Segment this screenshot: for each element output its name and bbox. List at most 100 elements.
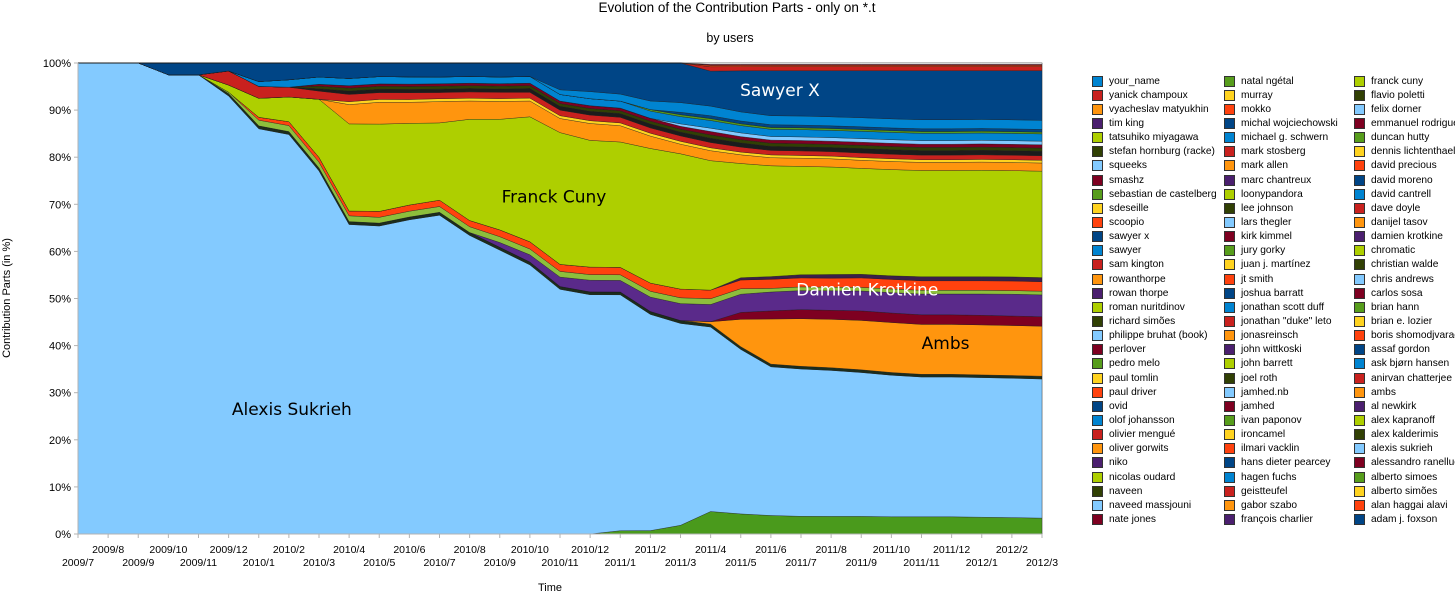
chart-subtitle: by users — [706, 31, 753, 45]
legend-item: squeeks — [1092, 159, 1217, 173]
stacked-area-chart: Evolution of the Contribution Parts - on… — [1, 0, 1058, 592]
legend-item: alexis sukrieh — [1354, 442, 1455, 456]
legend-item: tim king — [1092, 116, 1217, 130]
legend-label: philippe bruhat (book) — [1109, 330, 1208, 342]
legend-swatch — [1092, 202, 1103, 214]
legend-label: ask bjørn hansen — [1371, 358, 1450, 370]
legend-item: gabor szabo — [1224, 498, 1338, 512]
legend-item: murray — [1224, 88, 1338, 102]
legend-item: duncan hutty — [1354, 131, 1455, 145]
annotation-ambs: Ambs — [922, 334, 970, 354]
legend-label: tatsuhiko miyagawa — [1109, 132, 1199, 144]
legend-item: jonathan scott duff — [1224, 300, 1338, 314]
legend-label: niko — [1109, 457, 1128, 469]
legend-swatch — [1092, 400, 1103, 412]
legend-swatch — [1354, 287, 1365, 299]
legend-item: oliver gorwits — [1092, 442, 1217, 456]
legend-item: hans dieter pearcey — [1224, 456, 1338, 470]
x-tick-label: 2010/9 — [484, 557, 516, 569]
legend-swatch — [1224, 245, 1235, 257]
legend-label: ovid — [1109, 400, 1128, 412]
legend-label: jury gorky — [1241, 245, 1286, 257]
legend-item: sebastian de castelberg — [1092, 187, 1217, 201]
legend-label: mark stosberg — [1241, 146, 1306, 158]
legend-label: franck cuny — [1371, 75, 1424, 87]
legend-swatch — [1224, 188, 1235, 200]
legend-swatch — [1224, 117, 1235, 129]
legend-item: alex kalderimis — [1354, 428, 1455, 442]
legend-label: jamhed — [1241, 400, 1275, 412]
legend-swatch — [1092, 117, 1103, 129]
legend-item: adam j. foxson — [1354, 512, 1455, 526]
legend-label: sawyer x — [1109, 231, 1150, 243]
legend-item: david precious — [1354, 159, 1455, 173]
legend-swatch — [1224, 457, 1235, 469]
legend-label: kirk kimmel — [1241, 231, 1292, 243]
legend-item: christian walde — [1354, 258, 1455, 272]
legend-label: yanick champoux — [1109, 89, 1188, 101]
legend-item: michal wojciechowski — [1224, 116, 1338, 130]
legend-item: damien krotkine — [1354, 230, 1455, 244]
legend-item: jt smith — [1224, 272, 1338, 286]
legend-swatch — [1224, 160, 1235, 172]
x-tick-label: 2011/6 — [755, 544, 786, 556]
legend-swatch — [1354, 485, 1365, 497]
legend-label: brian hann — [1371, 301, 1420, 313]
legend-item: alberto simoes — [1354, 470, 1455, 484]
legend-item: sawyer — [1092, 244, 1217, 258]
x-tick-label: 2010/2 — [273, 544, 305, 556]
legend-swatch — [1092, 344, 1103, 356]
legend-column: your_name yanick champoux vyacheslav matyu… — [1092, 74, 1217, 527]
x-tick-label: 2011/3 — [665, 557, 696, 569]
legend-label: ilmari vacklin — [1241, 443, 1300, 455]
legend-label: dave doyle — [1371, 202, 1421, 214]
legend-swatch — [1092, 245, 1103, 257]
y-tick-label: 30% — [49, 388, 71, 400]
legend-item: françois charlier — [1224, 512, 1338, 526]
legend-swatch — [1224, 499, 1235, 511]
legend-swatch — [1354, 146, 1365, 158]
legend-label: olof johansson — [1109, 414, 1175, 426]
legend-swatch — [1354, 330, 1365, 342]
legend-swatch — [1354, 457, 1365, 469]
legend-swatch — [1354, 513, 1365, 525]
legend-swatch — [1224, 202, 1235, 214]
legend-label: marc chantreux — [1241, 174, 1312, 186]
legend-swatch — [1092, 372, 1103, 384]
legend-swatch — [1354, 315, 1365, 327]
legend-item: dennis lichtenthaeler — [1354, 145, 1455, 159]
y-tick-label: 70% — [49, 199, 71, 211]
legend-swatch — [1224, 287, 1235, 299]
x-tick-label: 2010/10 — [511, 544, 549, 556]
legend-column: franck cuny flavio poletti felix dorner emm… — [1354, 74, 1455, 527]
legend-swatch — [1224, 146, 1235, 158]
legend-swatch — [1224, 443, 1235, 455]
legend-label: jonathan scott duff — [1241, 301, 1325, 313]
legend-label: david cantrell — [1371, 188, 1432, 200]
area-series-25 — [78, 62, 1043, 65]
legend-item: chris andrews — [1354, 272, 1455, 286]
legend-swatch — [1224, 358, 1235, 370]
legend-swatch — [1354, 471, 1365, 483]
legend-swatch — [1354, 103, 1365, 115]
legend-label: murray — [1241, 89, 1273, 101]
x-tick-label: 2010/7 — [423, 557, 455, 569]
legend-item: jury gorky — [1224, 244, 1338, 258]
legend-item: ivan paponov — [1224, 413, 1338, 427]
legend-label: lee johnson — [1241, 202, 1294, 214]
legend-swatch — [1354, 429, 1365, 441]
legend-item: jonathan "duke" leto — [1224, 314, 1338, 328]
legend-label: paul driver — [1109, 386, 1157, 398]
legend-swatch — [1092, 513, 1103, 525]
legend-swatch — [1092, 273, 1103, 285]
legend-item: mark stosberg — [1224, 145, 1338, 159]
legend-swatch — [1354, 386, 1365, 398]
legend-swatch — [1354, 301, 1365, 313]
legend-label: olivier mengué — [1109, 429, 1176, 441]
legend-label: assaf gordon — [1371, 344, 1430, 356]
legend-swatch — [1224, 75, 1235, 87]
x-tick-label: 2011/7 — [785, 557, 816, 569]
legend-item: rowanthorpe — [1092, 272, 1217, 286]
legend-swatch — [1092, 287, 1103, 299]
legend-label: paul tomlin — [1109, 372, 1159, 384]
